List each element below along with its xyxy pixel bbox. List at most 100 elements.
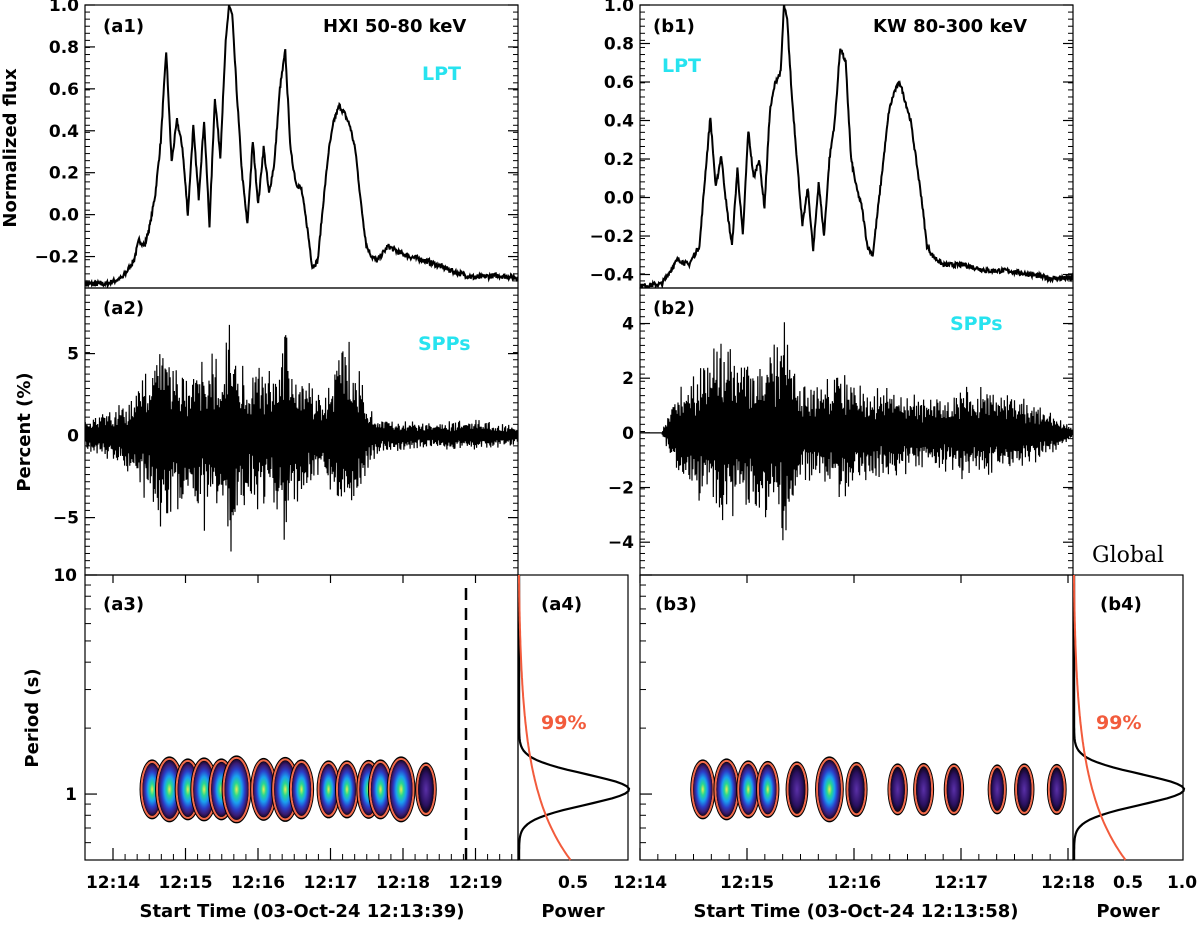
ytick-label-a1: 0.0: [49, 206, 79, 226]
ytick-label-b2: 4: [622, 315, 634, 335]
ytick-label-a2: 0: [67, 427, 79, 447]
wavelet-blob-b3: [1049, 767, 1064, 811]
wavelet-blob-b3: [990, 768, 1004, 811]
xtick-label-b3: 12:17: [934, 873, 988, 893]
wavelet-blob-b3: [716, 762, 737, 817]
panel-b3: [690, 756, 1067, 823]
wavelet-significance-b3: [757, 762, 779, 817]
wavelet-blob-b3: [693, 763, 713, 816]
xlabel-a4: Power: [541, 901, 604, 922]
xtick-label-a3: 12:17: [303, 873, 357, 893]
ytick-label-b1: 0.0: [604, 189, 634, 209]
oscillation-b2: [640, 322, 1073, 541]
wavelet-blob-b3: [788, 765, 806, 814]
wavelet-significance-b3: [1047, 765, 1066, 814]
wavelet-significance-a3: [416, 763, 436, 815]
lightcurve-b1: [640, 5, 1073, 288]
wavelet-significance-a3: [222, 756, 251, 822]
panel-a4: [517, 574, 631, 861]
ytick-label-a3: 10: [53, 566, 77, 586]
ytick-label-b2: 0: [622, 424, 634, 444]
wavelet-blob-a3: [370, 763, 391, 816]
ytick-label-b2: 2: [622, 369, 634, 389]
ytick-label-b1: 0.4: [604, 112, 634, 132]
wavelet-blob-b3: [916, 766, 932, 812]
wavelet-significance-b3: [691, 760, 715, 818]
ytick-label-a1: 1.0: [49, 0, 79, 16]
panel-b2: [640, 322, 1073, 541]
ytick-label-a3: 1: [65, 785, 77, 805]
ytick-label-a1: −0.2: [35, 248, 79, 268]
global-significance-b4: [1072, 574, 1127, 861]
tag-b1: LPT: [662, 55, 701, 77]
wavelet-blob-b3: [1017, 767, 1032, 812]
wavelet-blob-b3: [848, 765, 865, 813]
wavelet-blob-a3: [193, 761, 215, 818]
xtick-label-a3: 12:19: [448, 873, 502, 893]
wavelet-significance-b3: [816, 757, 843, 821]
ylabel-a2: Percent (%): [14, 372, 35, 491]
ytick-label-b1: 0.2: [604, 150, 634, 170]
wavelet-significance-a3: [387, 757, 415, 821]
panel-b4: [1072, 574, 1186, 861]
xtick-label-b4: 1.0: [1167, 873, 1197, 893]
ytick-label-a1: 0.6: [49, 80, 79, 100]
wavelet-blob-a3: [224, 759, 249, 820]
axis-ticks: 1.0 0.8 0.6 0.4 0.2 0.0 −0.2 1.0 0.8 0.6 0.4 0.2 0.0…: [35, 0, 1198, 893]
ytick-label-b2: −4: [608, 533, 634, 553]
wavelet-blob-a3: [253, 761, 275, 817]
ytick-label-a2: 5: [67, 345, 79, 365]
label-b3: (b3): [655, 594, 697, 615]
label-b2: (b2): [653, 298, 695, 319]
ytick-label-b2: −2: [608, 479, 634, 499]
xlabel-a3: Start Time (03-Oct-24 12:13:39): [139, 901, 464, 922]
ytick-label-a1: 0.4: [49, 122, 79, 142]
xtick-label-a4: 0.5: [558, 873, 588, 893]
tag-b2: SPPs: [950, 313, 1003, 335]
wavelet-blob-a3: [337, 764, 356, 815]
wavelet-blob-b3: [890, 767, 905, 812]
global-title: Global: [1092, 543, 1164, 568]
panel-a3: [139, 755, 437, 824]
significance-a4: 99%: [541, 712, 586, 734]
panel-b1: [640, 5, 1073, 288]
lightcurve-a1: [85, 5, 518, 288]
xtick-label-a3: 12:14: [86, 873, 140, 893]
wavelet-significance-b3: [944, 764, 964, 814]
ytick-label-b1: 0.8: [604, 35, 634, 55]
ylabel-a1: Normalized flux: [0, 68, 21, 228]
ytick-label-b1: 0.6: [604, 73, 634, 93]
wavelet-blob-b3: [739, 764, 758, 815]
wavelet-blob-a3: [389, 760, 413, 819]
tag-a2: SPPs: [418, 333, 471, 355]
xtick-label-b4: 0.5: [1113, 873, 1143, 893]
wavelet-blob-b3: [946, 767, 962, 812]
label-a1: (a1): [103, 16, 144, 37]
xtick-label-b3: 12:18: [1041, 873, 1095, 893]
wavelet-blob-a3: [158, 760, 181, 819]
oscillation-a2: [85, 324, 518, 552]
xtick-label-a3: 12:15: [158, 873, 212, 893]
panel-a1: [85, 5, 518, 288]
xlabel-b4: Power: [1096, 901, 1159, 922]
wavelet-significance-b3: [1015, 764, 1034, 814]
label-a4: (a4): [541, 594, 582, 615]
wavelet-significance-b3: [846, 763, 867, 816]
tag-a1: LPT: [422, 63, 461, 85]
wavelet-blob-b3: [759, 764, 777, 814]
ytick-label-b1: 1.0: [604, 0, 634, 16]
ytick-label-b1: −0.4: [590, 266, 635, 286]
label-b4: (b4): [1100, 594, 1142, 615]
xtick-label-a3: 12:16: [231, 873, 285, 893]
label-b1: (b1): [653, 16, 695, 37]
frame-b1: [639, 4, 1074, 289]
ytick-label-a1: 0.2: [49, 164, 79, 184]
label-a3: (a3): [103, 594, 144, 615]
annotation-b1: KW 80-300 keV: [873, 16, 1027, 37]
wavelet-blob-a3: [291, 763, 312, 816]
frame-a1: [84, 4, 519, 289]
wavelet-significance-b3: [988, 765, 1006, 813]
xtick-label-b3: 12:14: [613, 873, 667, 893]
wavelet-significance-b3: [914, 764, 934, 815]
